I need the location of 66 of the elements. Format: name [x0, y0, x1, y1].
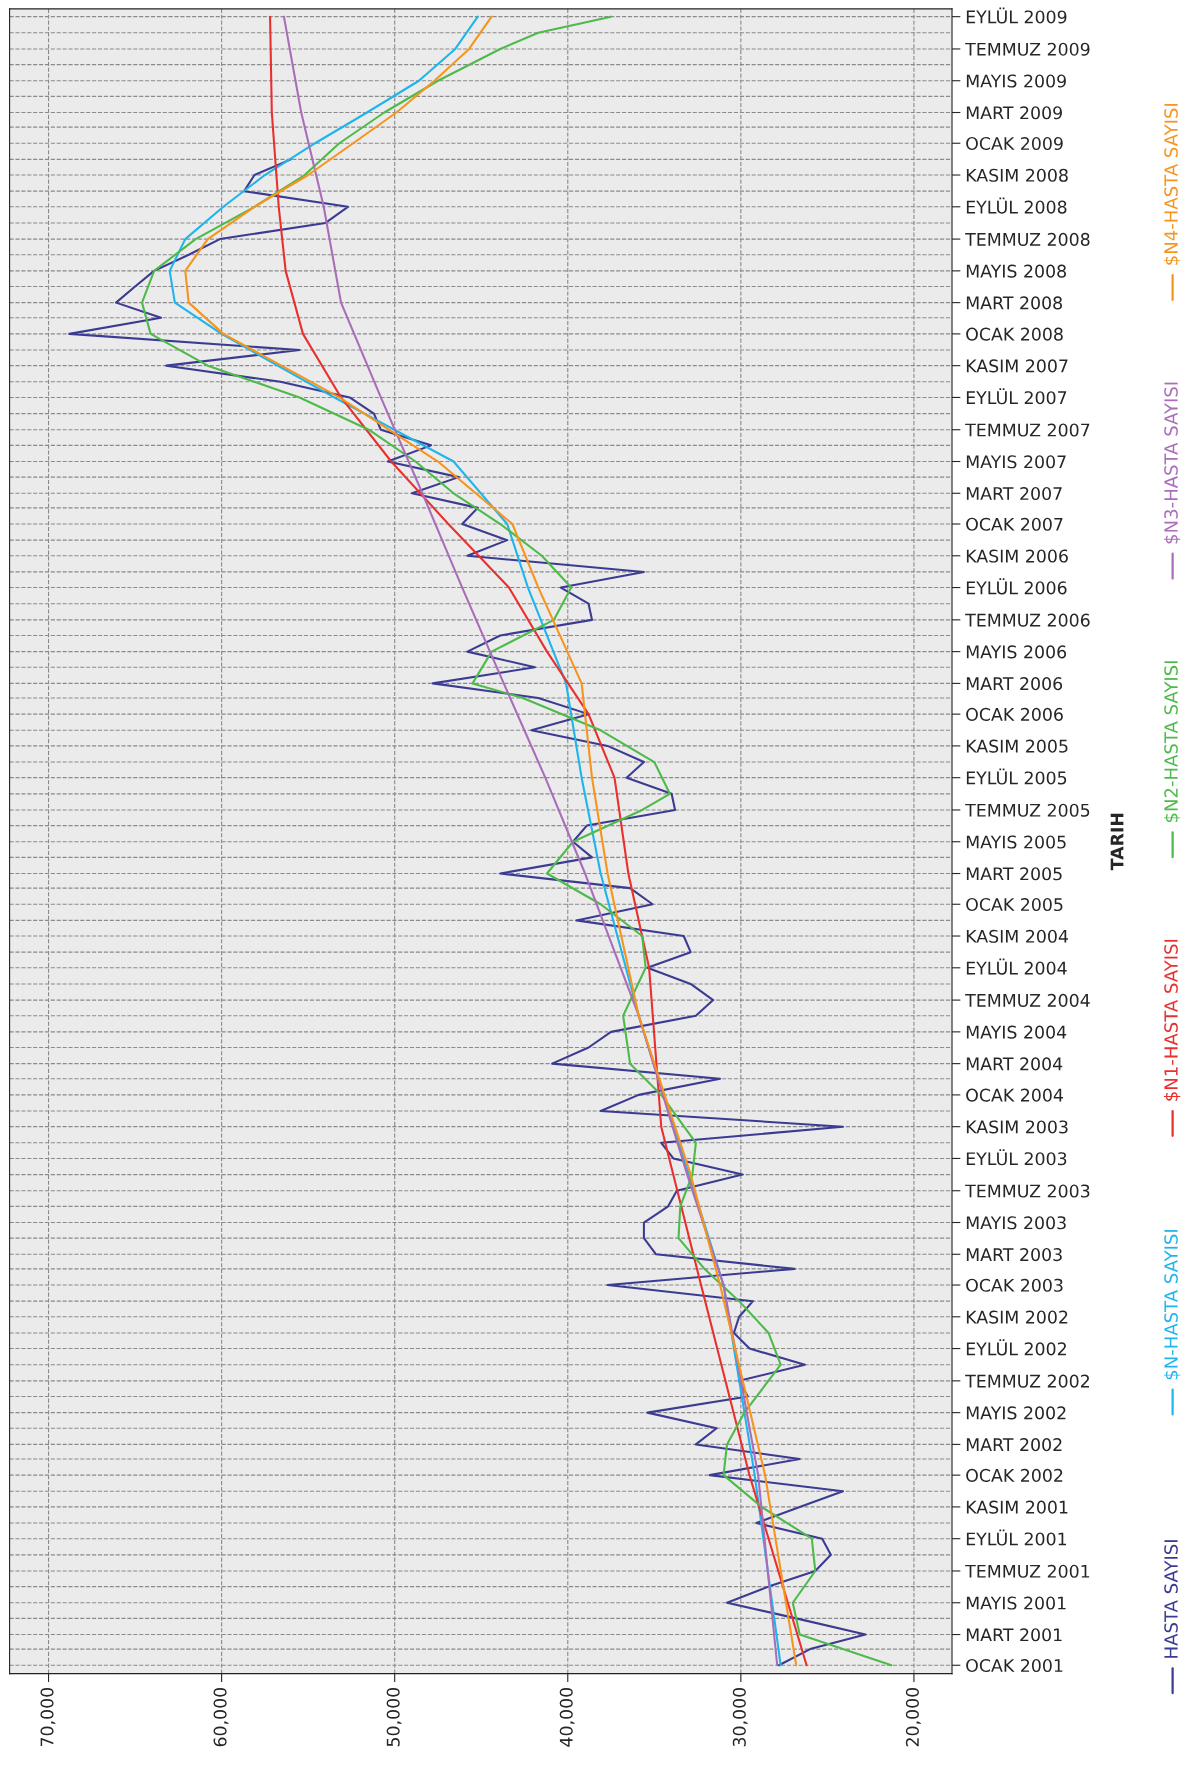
y-tick-label: MART 2002 [966, 1438, 1062, 1452]
y-tick-label: OCAK 2005 [966, 897, 1063, 912]
y-tick-label: MART 2008 [966, 296, 1062, 310]
x-tick-label: 40,000 [559, 1687, 575, 1747]
y-tick-label: MAYIS 2002 [966, 1406, 1066, 1420]
y-tick-label: KASIM 2008 [966, 168, 1068, 182]
y-tick-label: OCAK 2008 [966, 327, 1063, 341]
x-tick-label: 50,000 [386, 1687, 402, 1747]
text: $N-HASTA SAYISI [1163, 1230, 1181, 1380]
y-tick-label: KASIM 2004 [966, 929, 1069, 943]
y-tick-label: OCAK 2009 [966, 136, 1063, 151]
y-tick-label: KASIM 2006 [966, 549, 1068, 563]
x-tick-label: 60,000 [213, 1687, 229, 1747]
x-tick-label: 70,000 [40, 1687, 56, 1747]
y-tick-label: TEMMUZ 2006 [965, 613, 1090, 627]
y-tick-label: KASIM 2005 [966, 739, 1068, 753]
y-tick-label: MAYIS 2005 [966, 835, 1066, 849]
y-tick-label: OCAK 2004 [966, 1088, 1063, 1102]
y-tick-label: MART 2004 [966, 1057, 1063, 1071]
y-tick-label: KASIM 2003 [966, 1120, 1068, 1134]
y-axis-title: TARIH [1110, 813, 1124, 871]
y-tick-label: EYLÜL 2008 [966, 197, 1067, 214]
y-tick-label: MAYIS 2006 [966, 645, 1067, 659]
y-tick-label: OCAK 2006 [966, 707, 1063, 721]
y-tick-label: TEMMUZ 2008 [965, 232, 1090, 246]
y-tick-label: EYLÜL 2009 [966, 7, 1067, 24]
y-tick-label: MART 2007 [966, 486, 1062, 501]
y-tick-label: MART 2001 [966, 1628, 1062, 1642]
y-tick-label: TEMMUZ 2007 [965, 423, 1090, 437]
y-tick-label: MAYIS 2003 [966, 1216, 1066, 1230]
y-tick-label: KASIM 2002 [966, 1310, 1068, 1324]
x-tick-label: 30,000 [732, 1687, 748, 1747]
y-tick-label: MART 2009 [966, 106, 1062, 120]
y-tick-label: MART 2003 [966, 1248, 1062, 1262]
y-tick-label: MART 2006 [966, 677, 1063, 691]
y-tick-label: MAYIS 2007 [966, 455, 1066, 469]
y-tick-label: EYLÜL 2002 [966, 1339, 1066, 1356]
text: HASTA SAYISI [1164, 1540, 1178, 1658]
y-tick-label: MAYIS 2009 [966, 74, 1066, 88]
y-tick-label: KASIM 2007 [966, 359, 1068, 373]
y-tick-label: TEMMUZ 2005 [965, 803, 1090, 817]
y-tick-label: EYLÜL 2006 [966, 578, 1067, 595]
text: $N1-HASTA SAYISI [1163, 939, 1181, 1101]
y-tick-label: EYLÜL 2004 [966, 958, 1067, 975]
y-tick-label: OCAK 2001 [966, 1658, 1063, 1673]
y-tick-label: EYLÜL 2007 [966, 388, 1067, 405]
y-tick-label: EYLÜL 2005 [966, 768, 1067, 785]
text: $N2-HASTA SAYISI [1163, 661, 1181, 823]
y-tick-label: OCAK 2007 [966, 517, 1063, 531]
y-tick-label: TEMMUZ 2009 [965, 42, 1090, 56]
y-tick-label: TEMMUZ 2004 [965, 993, 1090, 1007]
y-tick-label: TEMMUZ 2002 [965, 1374, 1089, 1388]
text: $N3-HASTA SAYISI [1163, 382, 1181, 544]
y-tick-label: TEMMUZ 2001 [965, 1564, 1090, 1578]
y-tick-label: OCAK 2003 [966, 1278, 1063, 1292]
y-tick-label: EYLÜL 2003 [966, 1149, 1067, 1166]
y-tick-label: MAYIS 2008 [966, 264, 1066, 278]
y-tick-label: EYLÜL 2001 [966, 1529, 1067, 1546]
y-tick-label: MAYIS 2001 [966, 1596, 1066, 1610]
y-tick-label: KASIM 2001 [966, 1500, 1068, 1514]
y-tick-label: TEMMUZ 2003 [965, 1184, 1090, 1198]
y-tick-label: MAYIS 2004 [966, 1025, 1067, 1039]
y-tick-label: MART 2005 [966, 867, 1062, 881]
y-tick-label: OCAK 2002 [966, 1468, 1063, 1482]
x-tick-label: 20,000 [905, 1687, 921, 1747]
text: $N4-HASTA SAYISI [1163, 104, 1181, 265]
